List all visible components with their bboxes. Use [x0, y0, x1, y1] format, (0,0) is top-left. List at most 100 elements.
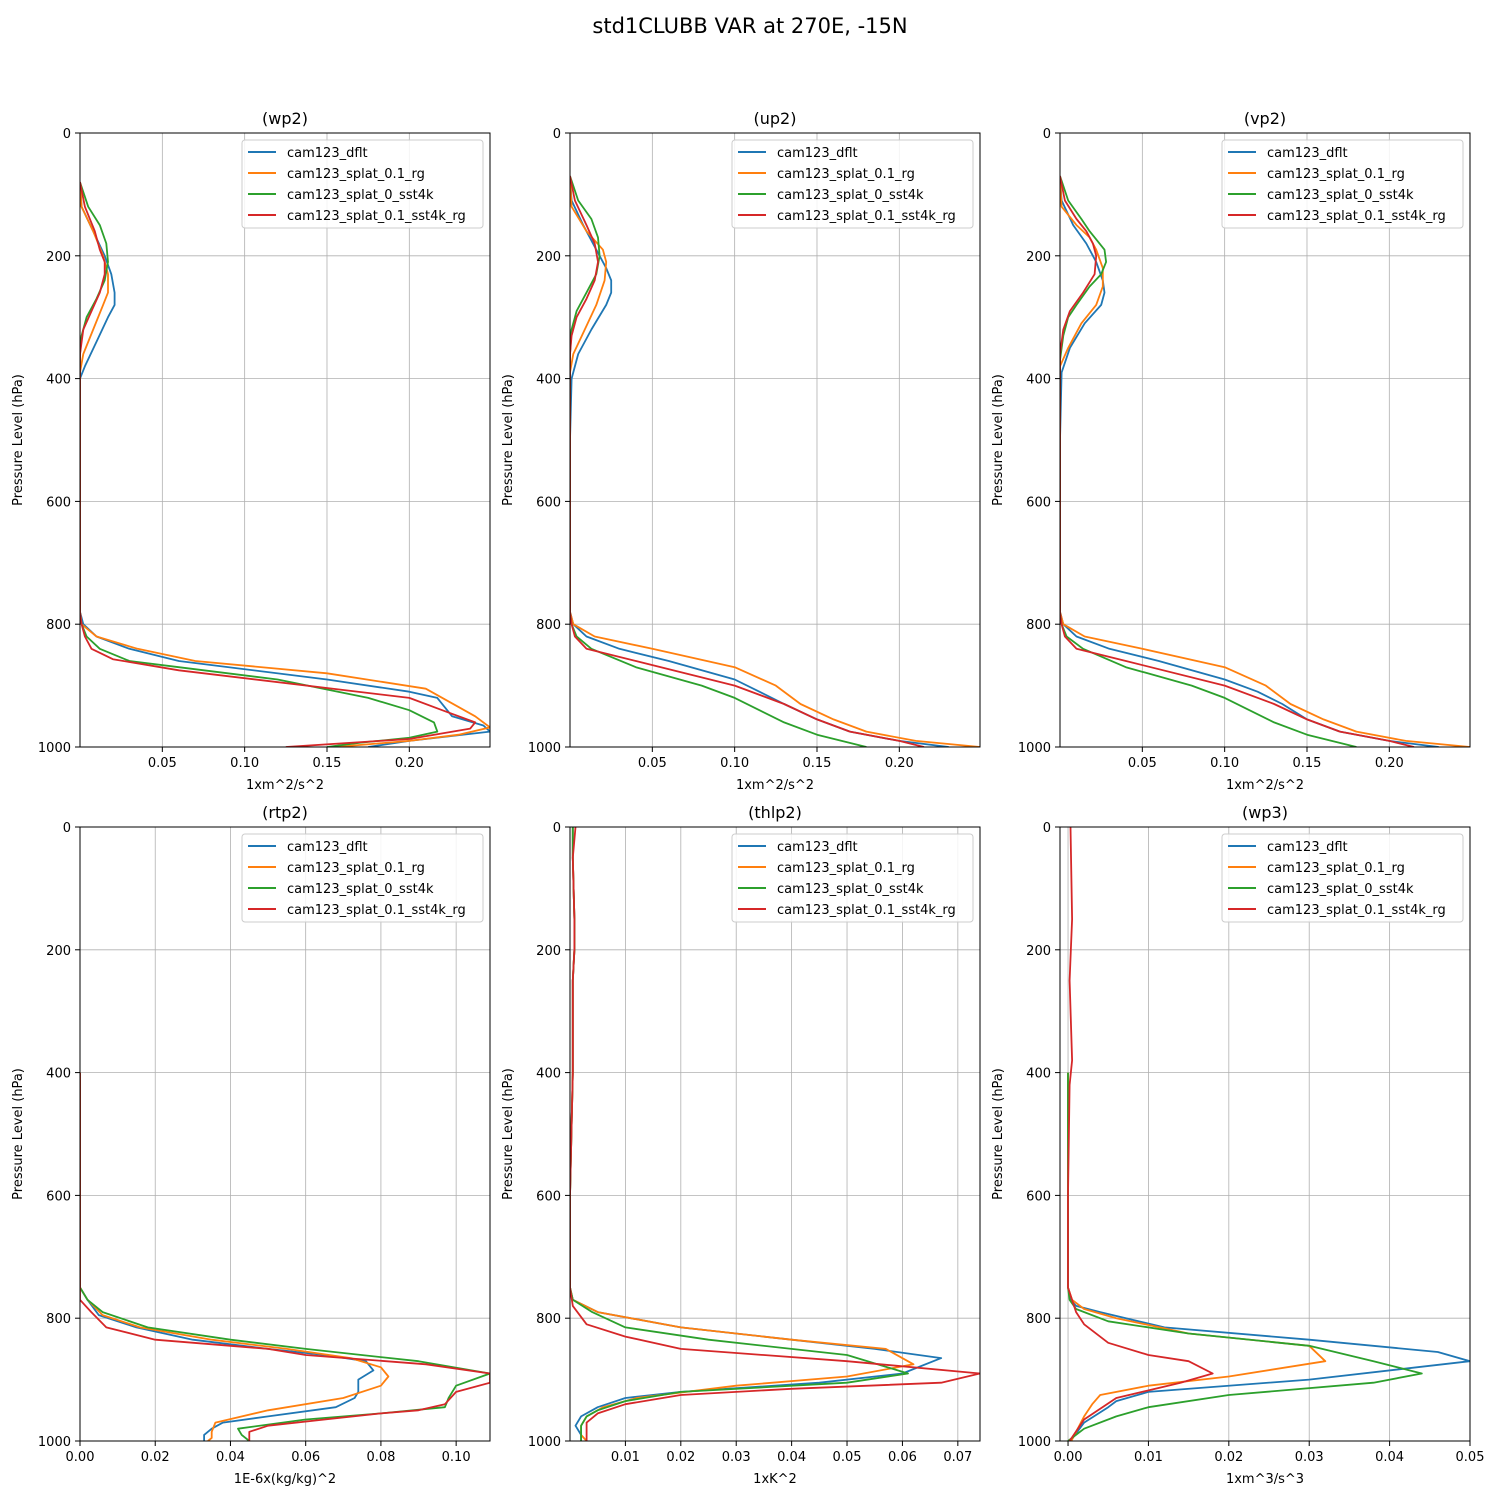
y-tick-label: 600 — [536, 495, 561, 510]
x-tick-label: 0.10 — [230, 756, 259, 771]
y-axis-label: Pressure Level (hPa) — [501, 374, 516, 506]
x-tick-label: 0.10 — [442, 1450, 471, 1465]
series-line-2 — [1060, 175, 1357, 747]
y-tick-label: 400 — [1026, 373, 1051, 388]
y-tick-label: 400 — [536, 1067, 561, 1082]
legend-entry: cam123_splat_0.1_sst4k_rg — [777, 903, 956, 918]
plot-frame — [569, 826, 981, 1442]
series-line-3 — [1067, 827, 1214, 1441]
x-axis-label: 1xm^3/s^3 — [1226, 1472, 1304, 1487]
y-tick-label: 200 — [46, 944, 71, 959]
legend-entry: cam123_dflt — [777, 146, 858, 161]
y-tick-label: 800 — [1026, 1312, 1051, 1327]
y-tick-label: 400 — [46, 1067, 71, 1082]
x-tick-label: 0.04 — [1375, 1450, 1404, 1465]
panel-title: (vp2) — [1244, 109, 1286, 128]
x-tick-label: 0.06 — [888, 1450, 917, 1465]
legend-entry: cam123_dflt — [1267, 840, 1348, 855]
x-tick-label: 0.05 — [1128, 756, 1157, 771]
x-tick-label: 0.03 — [1295, 1450, 1324, 1465]
panel-title: (wp3) — [1242, 803, 1288, 822]
y-tick-label: 1000 — [38, 1435, 71, 1450]
legend: cam123_dflt cam123_splat_0.1_rg cam123_spl… — [1221, 833, 1464, 923]
y-axis-label: Pressure Level (hPa) — [11, 374, 26, 506]
panel-title: (rtp2) — [262, 803, 308, 822]
y-tick-label: 800 — [46, 1312, 71, 1327]
panel-title: (thlp2) — [748, 803, 802, 822]
x-tick-label: 0.00 — [1054, 1450, 1083, 1465]
plot-frame — [79, 826, 491, 1442]
legend-entry: cam123_splat_0.1_sst4k_rg — [287, 209, 466, 224]
plot-frame — [569, 132, 981, 748]
x-tick-label: 0.04 — [216, 1450, 245, 1465]
y-tick-label: 600 — [46, 1189, 71, 1204]
legend-entry: cam123_splat_0.1_rg — [777, 861, 915, 876]
legend-box — [1221, 139, 1464, 229]
x-tick-label: 0.03 — [722, 1450, 751, 1465]
series-line-3 — [570, 175, 925, 747]
x-tick-label: 0.02 — [141, 1450, 170, 1465]
legend-entry: cam123_splat_0_sst4k — [1267, 188, 1414, 203]
legend-entry: cam123_splat_0.1_sst4k_rg — [777, 209, 956, 224]
legend-entry: cam123_splat_0_sst4k — [287, 882, 434, 897]
legend-entry: cam123_splat_0_sst4k — [777, 188, 924, 203]
legend-box — [731, 139, 974, 229]
x-tick-label: 0.20 — [395, 756, 424, 771]
legend: cam123_dflt cam123_splat_0.1_rg cam123_spl… — [731, 139, 974, 229]
x-tick-label: 0.02 — [666, 1450, 695, 1465]
y-tick-label: 0 — [553, 127, 561, 142]
y-tick-label: 400 — [46, 373, 71, 388]
panel-wp3: 0.00 0.01 0.02 0.03 0.04 0.05 0 200 400 600 800 100… — [991, 803, 1484, 1487]
legend: cam123_dflt cam123_splat_0.1_rg cam123_spl… — [241, 139, 484, 229]
x-tick-label: 0.05 — [148, 756, 177, 771]
plot-frame — [1059, 826, 1471, 1442]
legend-entry: cam123_dflt — [287, 146, 368, 161]
x-axis-label: 1E-6x(kg/kg)^2 — [234, 1472, 336, 1487]
y-tick-label: 800 — [46, 618, 71, 633]
y-tick-label: 0 — [1043, 821, 1051, 836]
series-line-2 — [570, 175, 867, 747]
panel-title: (up2) — [754, 109, 797, 128]
panel-thlp2: 0.01 0.02 0.03 0.04 0.05 0.06 0.07 0 200 400 600 80… — [501, 803, 981, 1487]
y-tick-label: 600 — [1026, 495, 1051, 510]
x-tick-label: 0.02 — [1214, 1450, 1243, 1465]
y-tick-label: 200 — [46, 250, 71, 265]
legend-box — [731, 833, 974, 923]
y-tick-label: 1000 — [528, 741, 561, 756]
x-tick-label: 0.05 — [638, 756, 667, 771]
series-line-3 — [80, 1072, 490, 1441]
x-tick-label: 0.01 — [611, 1450, 640, 1465]
legend: cam123_dflt cam123_splat_0.1_rg cam123_spl… — [731, 833, 974, 923]
y-axis-label: Pressure Level (hPa) — [991, 1068, 1006, 1200]
legend: cam123_dflt cam123_splat_0.1_rg cam123_spl… — [1221, 139, 1464, 229]
x-tick-label: 0.15 — [1293, 756, 1322, 771]
y-tick-label: 1000 — [1018, 1435, 1051, 1450]
x-axis-label: 1xm^2/s^2 — [1226, 778, 1304, 793]
x-tick-label: 0.05 — [1456, 1450, 1485, 1465]
plot-frame — [1059, 132, 1471, 748]
series-line-0 — [1060, 175, 1439, 747]
series-line-0 — [80, 1072, 375, 1441]
y-tick-label: 800 — [536, 618, 561, 633]
y-tick-label: 200 — [536, 944, 561, 959]
x-tick-label: 0.10 — [720, 756, 749, 771]
x-tick-label: 0.06 — [291, 1450, 320, 1465]
legend-entry: cam123_dflt — [777, 840, 858, 855]
legend-entry: cam123_splat_0_sst4k — [1267, 882, 1414, 897]
x-tick-label: 0.04 — [777, 1450, 806, 1465]
series-line-0 — [1067, 1072, 1470, 1441]
legend-entry: cam123_dflt — [1267, 146, 1348, 161]
legend-box — [241, 139, 484, 229]
y-tick-label: 0 — [63, 821, 71, 836]
x-axis-label: 1xK^2 — [753, 1472, 797, 1487]
legend: cam123_dflt cam123_splat_0.1_rg cam123_spl… — [241, 833, 484, 923]
legend-entry: cam123_dflt — [287, 840, 368, 855]
legend-entry: cam123_splat_0.1_rg — [777, 167, 915, 182]
series-line-1 — [1060, 175, 1470, 747]
series-line-2 — [80, 1072, 490, 1441]
y-tick-label: 600 — [46, 495, 71, 510]
legend-entry: cam123_splat_0.1_rg — [287, 861, 425, 876]
x-tick-label: 0.01 — [1134, 1450, 1163, 1465]
legend-box — [241, 833, 484, 923]
